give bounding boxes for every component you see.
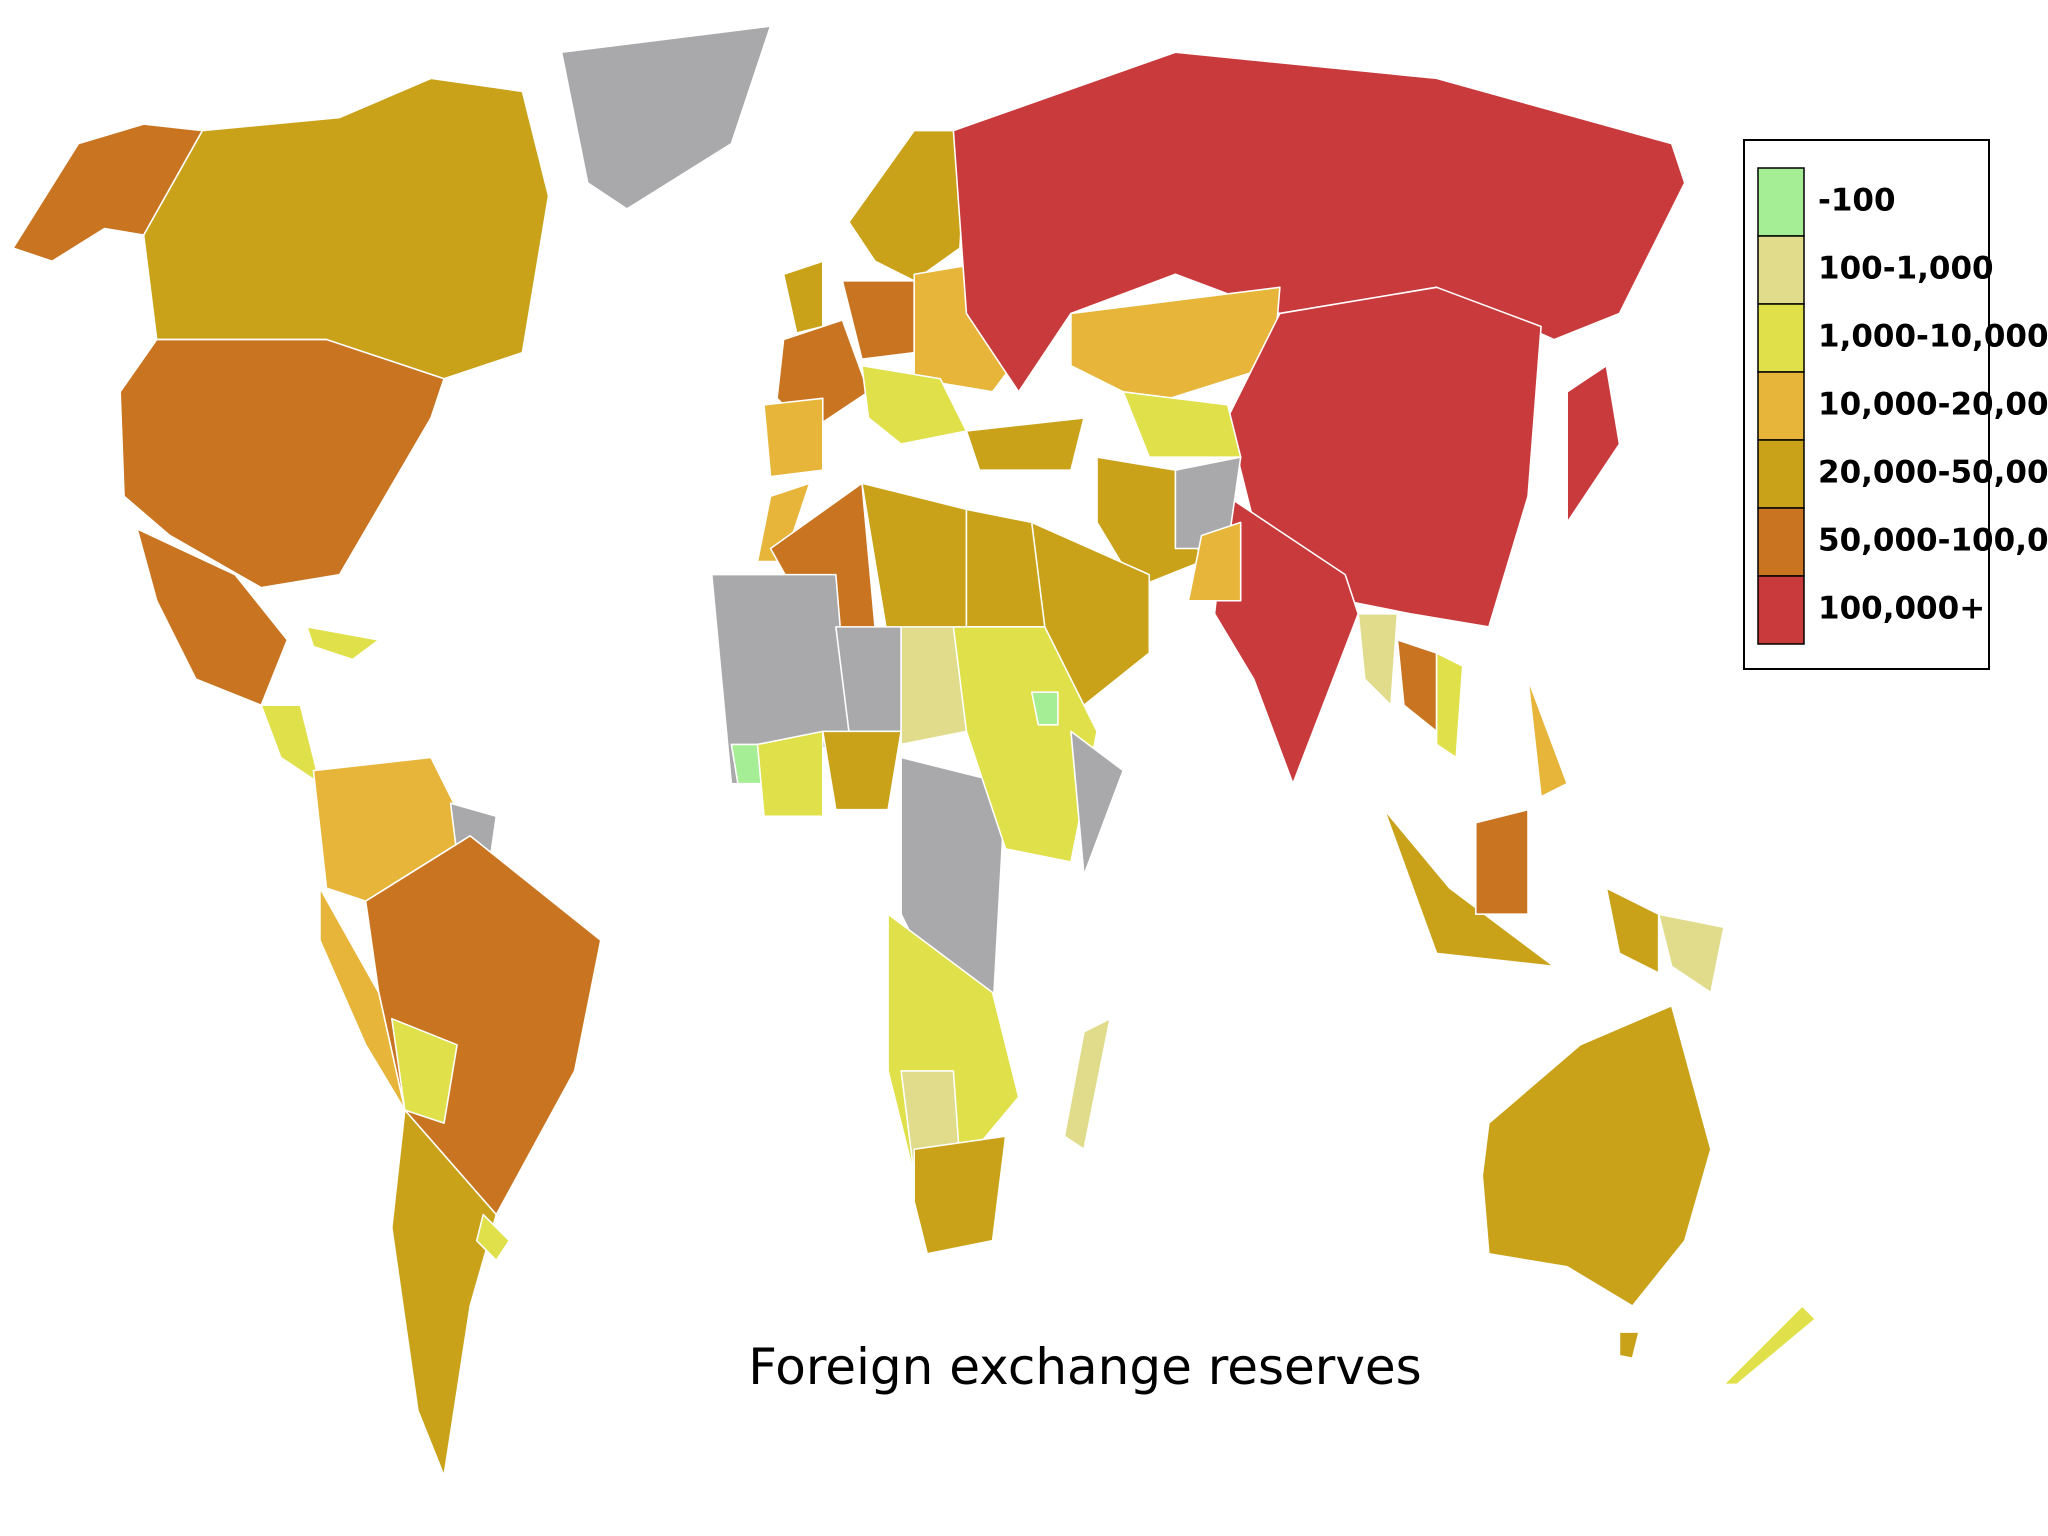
country bbox=[913, 1135, 1007, 1255]
legend-swatch bbox=[1757, 303, 1805, 373]
legend-swatch bbox=[1757, 371, 1805, 441]
country bbox=[475, 1213, 511, 1262]
country bbox=[1030, 691, 1059, 726]
country bbox=[1383, 808, 1555, 968]
country bbox=[142, 77, 550, 380]
map-title: Foreign exchange reserves bbox=[748, 1338, 1422, 1396]
legend-swatch bbox=[1757, 235, 1805, 305]
legend-label: 100-1,000 bbox=[1818, 251, 1994, 287]
country bbox=[1396, 639, 1438, 733]
legend-swatch bbox=[1757, 439, 1805, 509]
country bbox=[1618, 1331, 1640, 1360]
country bbox=[1122, 391, 1242, 458]
country bbox=[1474, 808, 1529, 915]
country bbox=[1213, 495, 1360, 785]
country bbox=[1481, 1004, 1712, 1307]
country bbox=[1566, 364, 1621, 524]
legend-label: 20,000-50,000 bbox=[1818, 455, 2048, 491]
country bbox=[1435, 652, 1464, 759]
legend-label: 50,000-100,000 bbox=[1818, 523, 2048, 559]
country bbox=[391, 1109, 498, 1477]
country bbox=[1187, 521, 1242, 602]
country bbox=[821, 730, 902, 811]
country bbox=[391, 1017, 458, 1124]
country bbox=[861, 364, 968, 445]
legend: -100 100-1,000 1,000-10,000 10,000-20,000 20… bbox=[1757, 167, 2048, 645]
country bbox=[1070, 286, 1281, 406]
country bbox=[306, 626, 380, 661]
country bbox=[756, 730, 824, 818]
world-map bbox=[12, 25, 1817, 1477]
country bbox=[1357, 613, 1399, 707]
country bbox=[1063, 1017, 1111, 1151]
country bbox=[1527, 678, 1568, 798]
country bbox=[782, 260, 824, 334]
country bbox=[965, 508, 1046, 628]
legend-label: 100,000+ bbox=[1818, 591, 1985, 627]
country bbox=[119, 338, 445, 589]
country bbox=[260, 704, 321, 785]
country bbox=[965, 417, 1085, 471]
country bbox=[1723, 1305, 1817, 1386]
country bbox=[1605, 887, 1660, 974]
country bbox=[763, 397, 824, 478]
country bbox=[952, 626, 1098, 863]
country bbox=[861, 482, 968, 641]
legend-swatch bbox=[1757, 167, 1805, 237]
country bbox=[848, 129, 968, 282]
legend-swatch bbox=[1757, 575, 1805, 645]
legend-label: -100 bbox=[1818, 183, 1896, 219]
legend-label: 10,000-20,000 bbox=[1818, 387, 2048, 423]
country bbox=[1657, 913, 1725, 994]
country bbox=[319, 887, 406, 1111]
country bbox=[1070, 730, 1124, 876]
country bbox=[560, 25, 772, 210]
legend-swatch bbox=[1757, 507, 1805, 577]
country bbox=[1226, 286, 1542, 628]
legend-label: 1,000-10,000 bbox=[1818, 319, 2048, 355]
